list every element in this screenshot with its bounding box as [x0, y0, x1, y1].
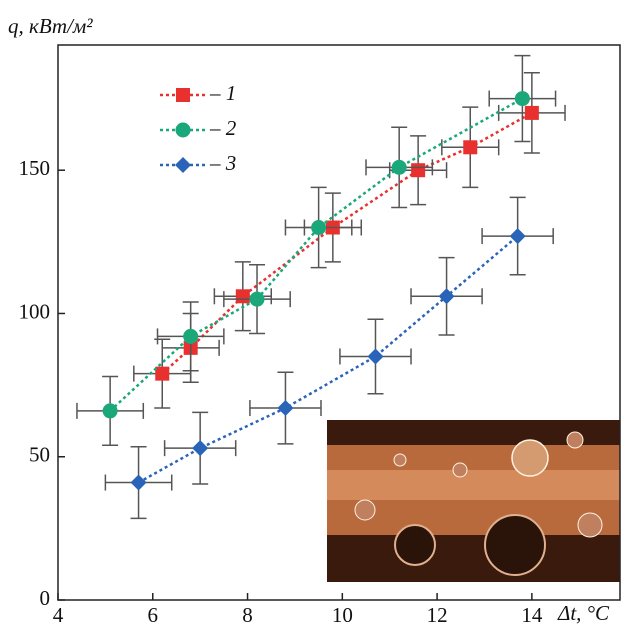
legend-marker: [176, 88, 190, 102]
series-line: [109, 97, 523, 412]
x-axis-label: Δt, °C: [557, 601, 610, 625]
marker: [514, 91, 530, 107]
marker: [183, 328, 199, 344]
marker: [463, 140, 478, 155]
marker: [438, 288, 455, 305]
legend-marker: [175, 157, 191, 173]
x-tick-label: 12: [427, 603, 448, 627]
y-tick-label: 150: [19, 156, 51, 180]
x-tick-label: 6: [148, 603, 159, 627]
plot-frame: [57, 44, 621, 601]
x-tick-label: 10: [332, 603, 353, 627]
marker: [311, 220, 327, 236]
marker: [155, 366, 170, 381]
y-tick-label: 0: [40, 586, 51, 610]
y-tick-label: 100: [19, 299, 51, 323]
x-tick-label: 8: [242, 603, 253, 627]
x-tick-label: 14: [521, 603, 543, 627]
marker: [391, 159, 407, 175]
marker: [102, 403, 118, 419]
marker: [249, 291, 265, 307]
x-tick-label: 4: [53, 603, 64, 627]
marker: [524, 105, 539, 120]
marker: [509, 228, 526, 245]
marker: [277, 400, 294, 417]
series-line: [137, 235, 519, 484]
marker: [411, 163, 426, 178]
y-axis-label: q, кВт/м²: [8, 14, 93, 38]
marker: [235, 289, 250, 304]
legend-label: – 2: [209, 116, 237, 140]
marker: [192, 440, 209, 457]
marker: [130, 474, 147, 491]
marker: [367, 348, 384, 365]
y-tick-label: 50: [29, 443, 50, 467]
legend-label: – 3: [209, 151, 236, 175]
legend-marker: [175, 122, 191, 138]
inset-photo: [327, 420, 620, 582]
legend-label: – 1: [209, 81, 236, 105]
